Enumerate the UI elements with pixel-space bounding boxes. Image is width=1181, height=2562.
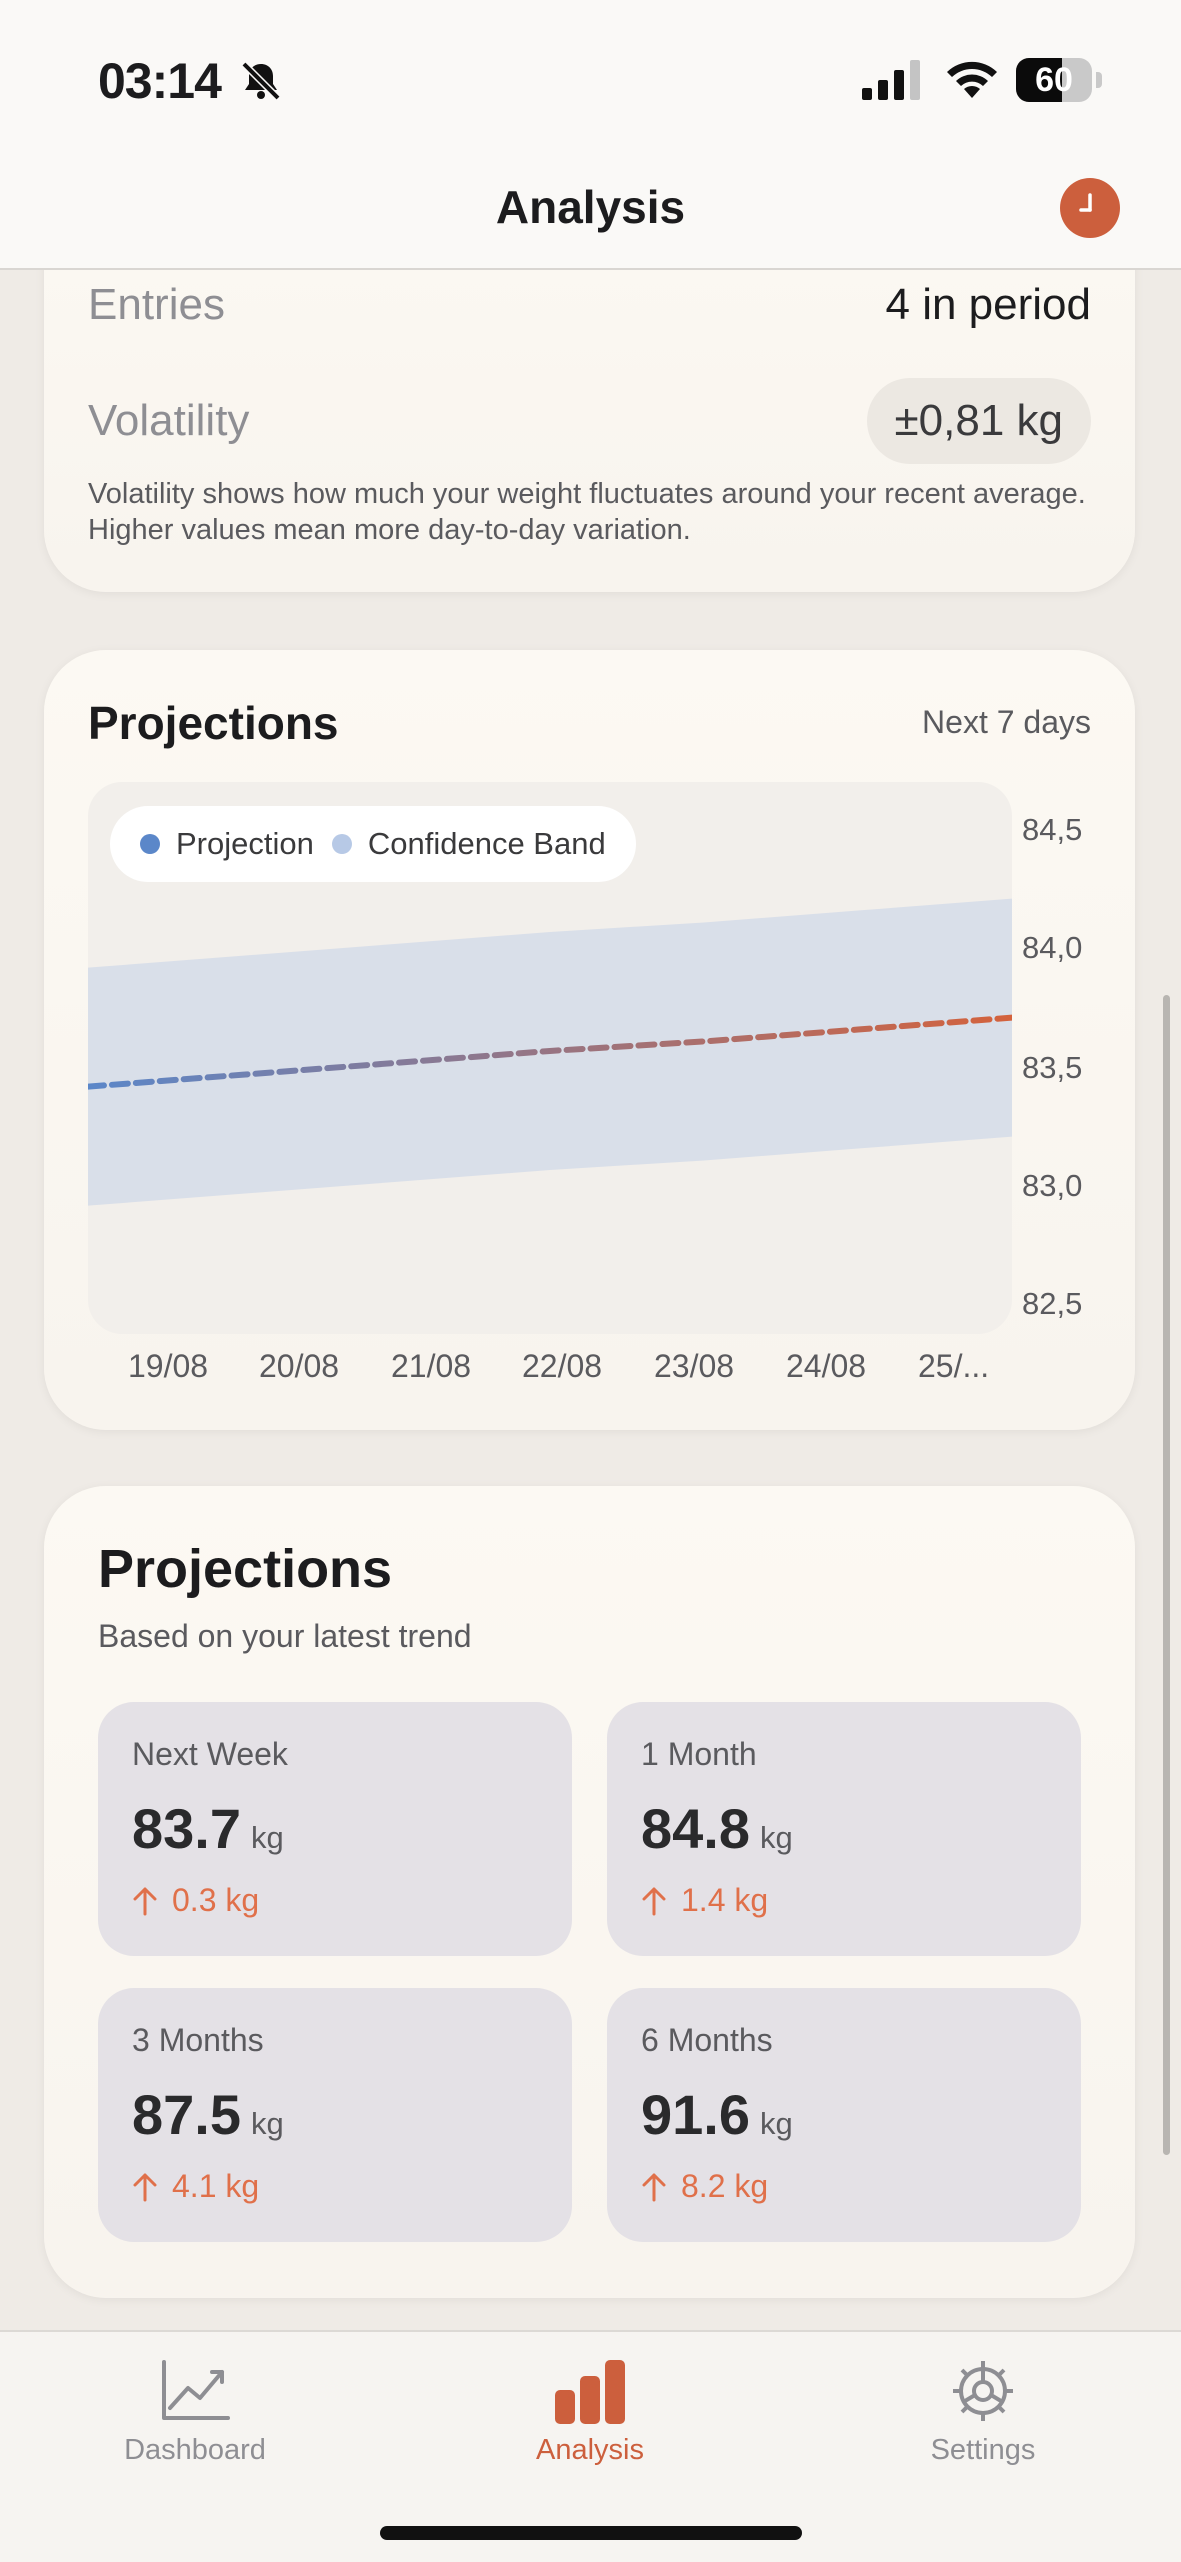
tab-label: Dashboard [124,2434,266,2466]
tile-unit: kg [251,1820,284,1855]
status-time: 03:14 [98,53,222,109]
chart-range-label: Next 7 days [922,704,1091,740]
tile-delta: 4.1 kg [132,2168,259,2205]
tile-label: Next Week [132,1736,288,1772]
projections-summary-card: Projections Based on your latest trend N… [44,1486,1135,2298]
tile-unit: kg [760,2106,793,2141]
legend-label-projection: Projection [176,826,314,861]
legend-item-confidence-band: Confidence Band [331,826,606,862]
projection-tile-1-month[interactable]: 1 Month 84.8 kg 1.4 kg [607,1702,1081,1956]
volatility-note: Volatility shows how much your weight fl… [88,478,1086,546]
x-tick-label: 19/08 [128,1348,209,1384]
volatility-label: Volatility [88,396,250,445]
tab-label: Settings [930,2434,1036,2466]
y-tick-label: 84,0 [1022,930,1083,965]
x-tick-label: 22/08 [522,1348,603,1384]
projections-subtitle: Based on your latest trend [98,1618,472,1654]
gear-icon [953,2361,1013,2421]
entries-value: 4 in period [885,280,1091,329]
history-button[interactable] [1060,178,1120,238]
line-chart-icon [162,2360,230,2420]
tile-value: 84.8 kg [641,1797,793,1860]
projections-title: Projections [98,1539,393,1599]
battery-icon: 60 [1016,58,1102,102]
tile-unit: kg [251,2106,284,2141]
tab-analysis[interactable]: Analysis [460,2332,720,2492]
projection-tile-next-week[interactable]: Next Week 83.7 kg 0.3 kg [98,1702,572,1956]
page-title: Analysis [495,181,686,233]
projection-tile-3-months[interactable]: 3 Months 87.5 kg 4.1 kg [98,1988,572,2242]
cellular-signal-icon [862,60,920,100]
wifi-icon [947,61,997,98]
y-tick-label: 83,0 [1022,1168,1083,1203]
y-tick-label: 82,5 [1022,1286,1083,1321]
x-tick-label: 24/08 [786,1348,867,1384]
tile-label: 1 Month [641,1736,757,1772]
x-tick-label: 21/08 [391,1348,472,1384]
clock-icon [1079,193,1092,212]
chart-legend: Projection Confidence Band [110,806,636,882]
legend-label-confidence-band: Confidence Band [367,826,606,861]
x-tick-label: 20/08 [259,1348,340,1384]
tile-delta: 8.2 kg [641,2168,768,2205]
projection-line [88,1014,1012,1090]
entries-label: Entries [88,280,225,329]
battery-percent: 60 [1035,61,1073,99]
arrow-up-icon [642,1887,666,1915]
scrollbar[interactable] [1163,995,1170,2155]
legend-dot-projection [140,834,160,854]
legend-item-projection: Projection [140,826,314,862]
arrow-up-icon [133,1887,157,1915]
tile-delta: 0.3 kg [132,1882,259,1919]
bar-chart-icon [555,2360,625,2424]
tab-dashboard[interactable]: Dashboard [65,2332,325,2492]
x-tick-label: 23/08 [654,1348,735,1384]
home-indicator [380,2526,802,2540]
tab-label: Analysis [536,2434,644,2466]
tile-unit: kg [760,1820,793,1855]
tile-label: 3 Months [132,2022,264,2058]
tile-value: 83.7 kg [132,1797,284,1860]
arrow-up-icon [133,2173,157,2201]
tab-bar: Dashboard Analysis Settings [0,2330,1181,2562]
x-tick-label: 25/... [918,1348,990,1384]
tile-delta: 1.4 kg [641,1882,768,1919]
legend-dot-confidence-band [331,834,352,854]
tile-value: 91.6 kg [641,2083,793,2146]
projection-tile-6-months[interactable]: 6 Months 91.6 kg 8.2 kg [607,1988,1081,2242]
chart-plot [88,898,1012,1206]
tile-value: 87.5 kg [132,2083,284,2146]
tab-settings[interactable]: Settings [853,2332,1113,2492]
chart-card-title: Projections [88,697,339,749]
y-tick-label: 83,5 [1022,1050,1083,1085]
y-tick-label: 84,5 [1022,812,1083,847]
arrow-up-icon [642,2173,666,2201]
top-bar: 03:14 60 Analysis [0,0,1181,270]
bell-slash-icon [241,61,281,101]
tile-label: 6 Months [641,2022,773,2058]
volatility-badge: ±0,81 kg [866,378,1091,464]
